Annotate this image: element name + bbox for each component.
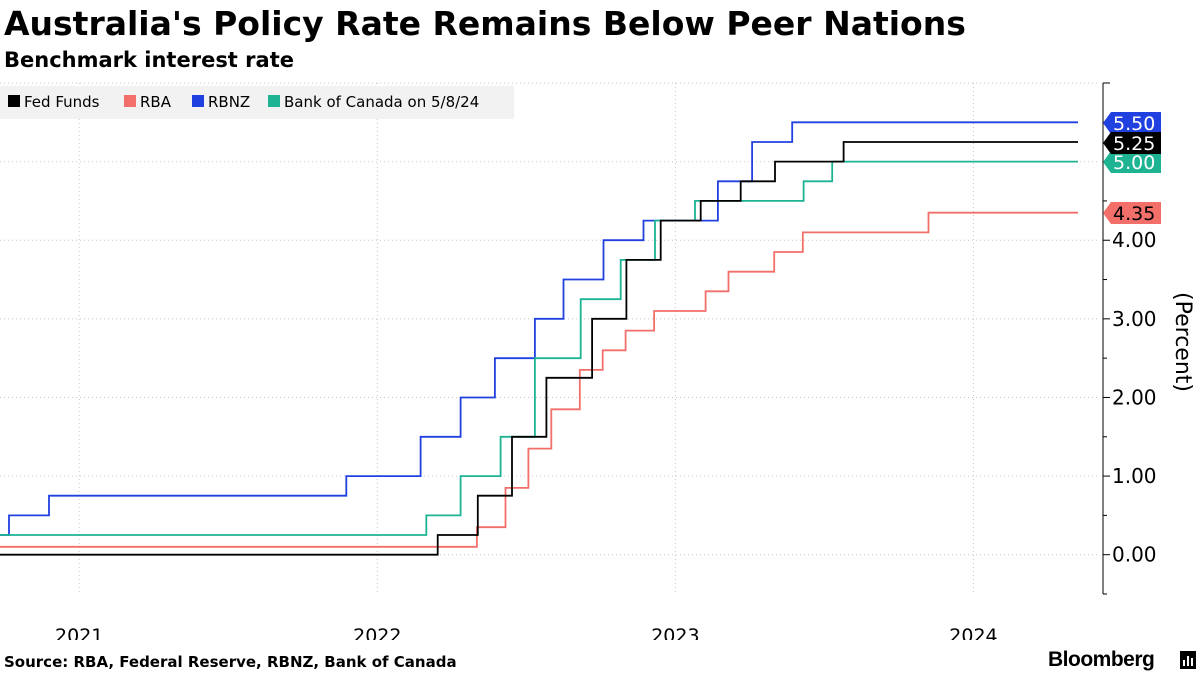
end-label-text: 5.50 bbox=[1113, 113, 1155, 135]
y-tick-label: 0.00 bbox=[1112, 543, 1157, 567]
legend-label: RBNZ bbox=[208, 93, 250, 111]
end-label: 5.50 bbox=[1103, 112, 1161, 135]
gridlines bbox=[0, 82, 1100, 594]
legend-label: Bank of Canada on 5/8/24 bbox=[284, 93, 479, 111]
series-lines bbox=[0, 121, 1078, 556]
y-tick-label: 4.00 bbox=[1112, 228, 1157, 252]
series-line bbox=[0, 121, 1078, 536]
bloomberg-logo: Bloomberg bbox=[1048, 648, 1155, 671]
y-axis: 0.00 1.00 2.00 3.00 4.00 bbox=[1102, 82, 1157, 595]
legend-label: Fed Funds bbox=[24, 93, 100, 111]
end-label-box bbox=[1103, 151, 1161, 173]
line-chart: Fed Funds RBA RBNZ Bank of Canada on 5/8/24… bbox=[0, 82, 1195, 640]
series-line bbox=[0, 141, 1078, 556]
series-line bbox=[0, 160, 1078, 536]
legend-item: RBNZ bbox=[192, 93, 250, 111]
legend-swatch bbox=[124, 95, 136, 107]
y-tick-label: 1.00 bbox=[1112, 464, 1157, 488]
end-label: 5.25 bbox=[1103, 132, 1161, 155]
x-tick-label: 2023 bbox=[651, 625, 699, 640]
end-label-box bbox=[1103, 112, 1161, 134]
y-tick-label: 3.00 bbox=[1112, 307, 1157, 331]
end-label-text: 5.00 bbox=[1113, 152, 1155, 174]
y-axis-label: (Percent) bbox=[1170, 292, 1195, 392]
legend-item: RBA bbox=[124, 93, 172, 111]
legend-swatch bbox=[268, 95, 280, 107]
end-label-text: 4.35 bbox=[1113, 203, 1155, 225]
source-note: Source: RBA, Federal Reserve, RBNZ, Bank… bbox=[4, 653, 457, 671]
end-label-box bbox=[1103, 132, 1161, 154]
legend: Fed Funds RBA RBNZ Bank of Canada on 5/8/24 bbox=[0, 86, 514, 119]
bloomberg-logo-icon bbox=[1180, 651, 1196, 669]
x-axis: 2021 2022 2023 2024 bbox=[55, 625, 998, 640]
x-tick-label: 2024 bbox=[949, 625, 997, 640]
end-label: 5.00 bbox=[1103, 151, 1161, 174]
legend-swatch bbox=[8, 95, 20, 107]
x-tick-label: 2022 bbox=[353, 625, 401, 640]
series-line bbox=[0, 211, 1078, 548]
legend-background bbox=[0, 86, 514, 119]
chart-subtitle: Benchmark interest rate bbox=[4, 48, 294, 72]
x-tick-label: 2021 bbox=[55, 625, 103, 640]
legend-item: Fed Funds bbox=[8, 93, 100, 111]
legend-swatch bbox=[192, 95, 204, 107]
end-label: 4.35 bbox=[1103, 202, 1161, 225]
legend-item: Bank of Canada on 5/8/24 bbox=[268, 93, 479, 111]
y-tick-label: 2.00 bbox=[1112, 385, 1157, 409]
end-labels: 5.50 5.005.25 4.35 bbox=[1103, 112, 1161, 225]
end-label-text: 5.25 bbox=[1113, 133, 1155, 155]
end-label-box bbox=[1103, 202, 1161, 224]
legend-label: RBA bbox=[140, 93, 172, 111]
chart-title: Australia's Policy Rate Remains Below Pe… bbox=[4, 4, 966, 43]
